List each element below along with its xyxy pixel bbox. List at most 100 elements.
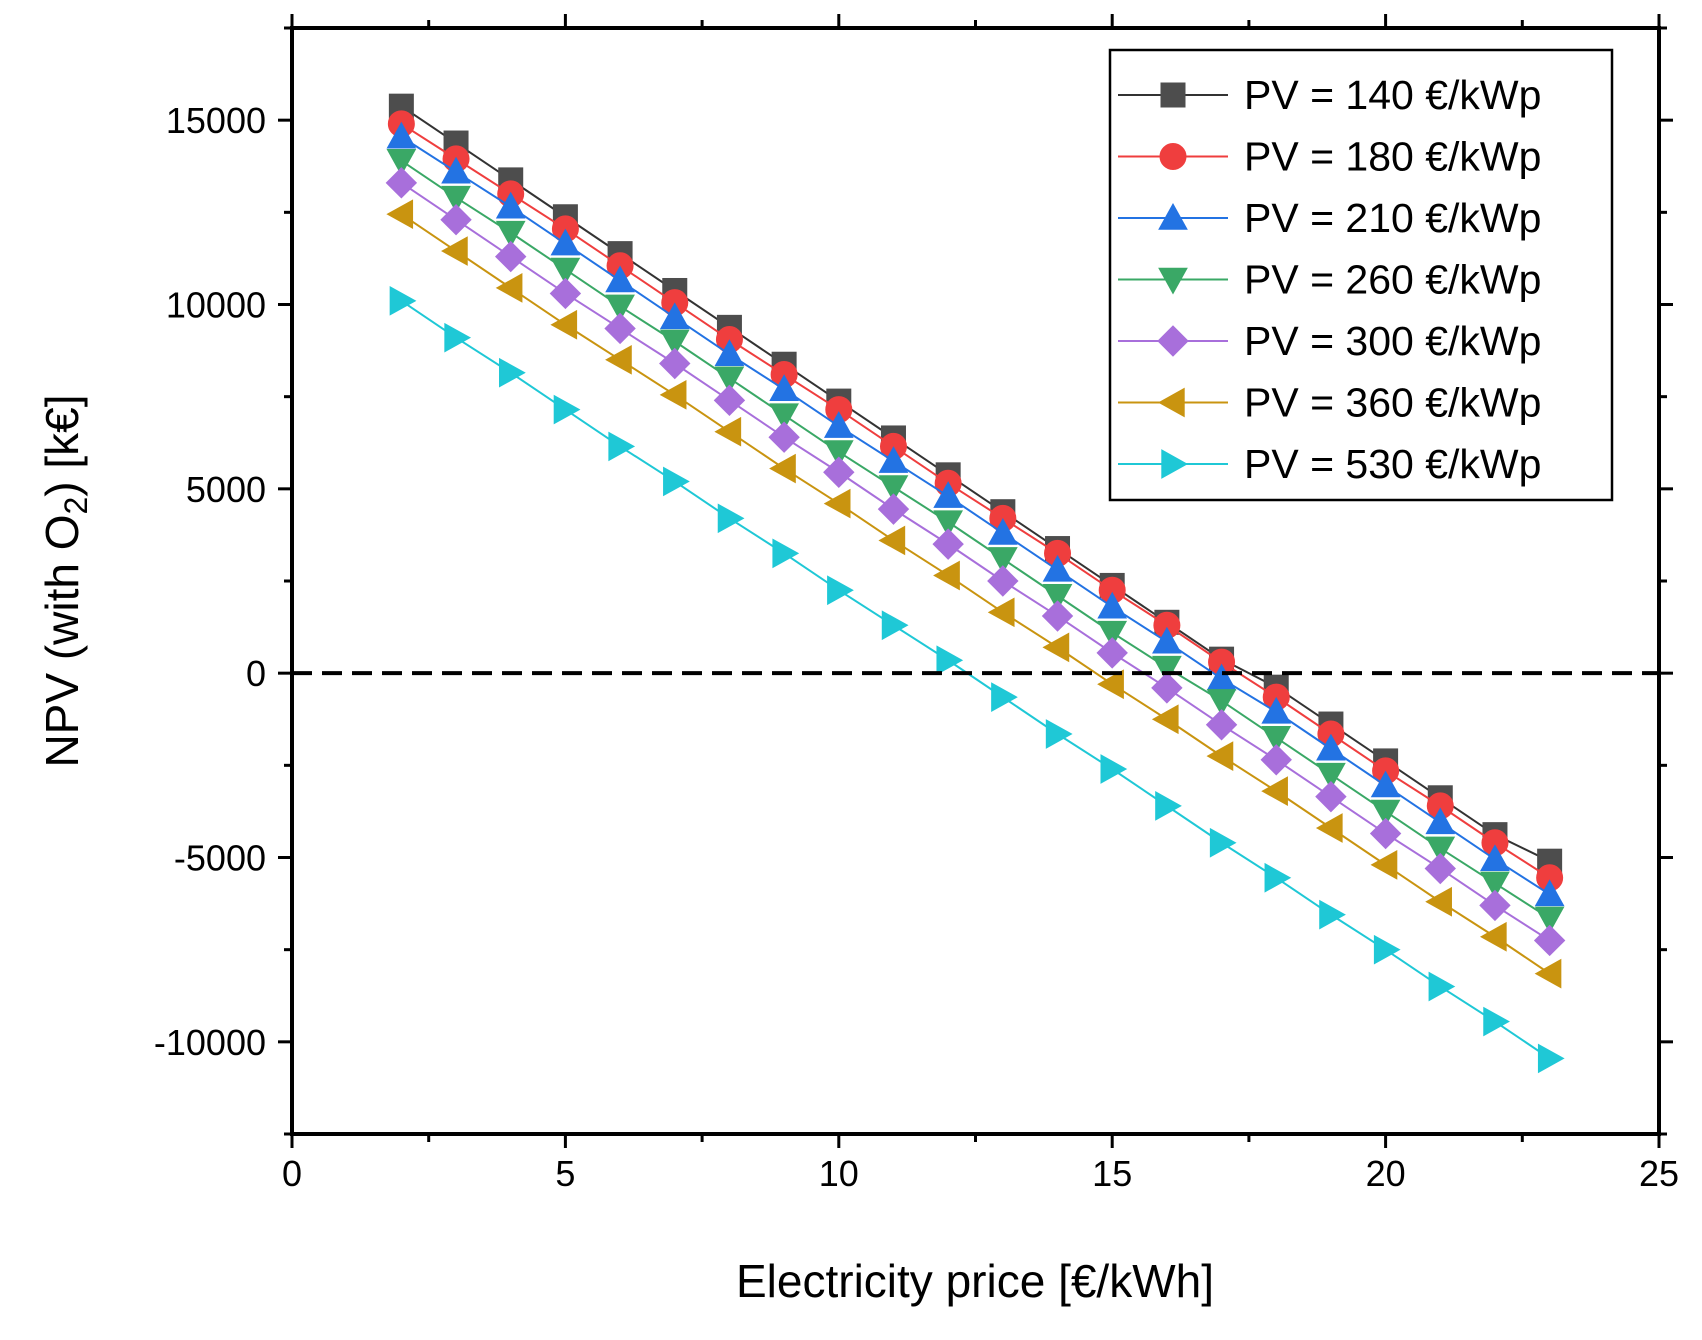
- x-tick-label: 10: [819, 1153, 859, 1194]
- legend-entry-6: PV = 360 €/kWp: [1118, 380, 1541, 426]
- data-point-s7-4: [553, 394, 581, 425]
- data-point-s3-11: [933, 481, 964, 508]
- data-point-s7-8: [772, 538, 800, 569]
- data-point-s4-20: [1425, 836, 1456, 864]
- legend-marker: [1159, 143, 1187, 170]
- data-point-s6-3: [495, 273, 523, 303]
- data-point-s6-12: [987, 597, 1015, 628]
- data-point-s5-20: [1424, 852, 1456, 885]
- data-point-s7-20: [1428, 971, 1456, 1002]
- data-point-s7-11: [936, 645, 964, 676]
- series-5: [385, 167, 1566, 957]
- data-point-s5-14: [1096, 637, 1128, 669]
- legend-entry-2: PV = 180 €/kWp: [1118, 134, 1541, 180]
- legend-label: PV = 140 €/kWp: [1244, 72, 1541, 118]
- data-point-s4-8: [769, 403, 799, 431]
- data-point-s4-15: [1152, 655, 1182, 683]
- legend-marker: [1157, 387, 1185, 418]
- data-point-s5-16: [1205, 709, 1238, 741]
- data-point-s5-21: [1479, 889, 1511, 922]
- legend-label: PV = 530 €/kWp: [1244, 441, 1541, 487]
- data-point-s7-12: [991, 682, 1018, 712]
- legend-entry-1: PV = 140 €/kWp: [1118, 72, 1541, 118]
- x-axis-title: Electricity price [€/kWh]: [736, 1255, 1214, 1307]
- data-point-s7-14: [1100, 754, 1128, 784]
- data-point-s3-10: [878, 446, 909, 473]
- legend-box: [1108, 48, 1614, 502]
- data-point-s5-3: [495, 240, 527, 273]
- data-point-s6-11: [933, 560, 960, 591]
- data-point-s5-6: [659, 347, 691, 380]
- legend-label: PV = 210 €/kWp: [1244, 195, 1541, 241]
- legend-label: PV = 180 €/kWp: [1244, 134, 1541, 180]
- data-point-s6-14: [1097, 669, 1124, 700]
- data-point-s7-6: [663, 466, 690, 497]
- data-point-s7-21: [1483, 1006, 1510, 1037]
- data-point-s7-7: [717, 503, 745, 534]
- legend-label: PV = 360 €/kWp: [1244, 380, 1541, 426]
- y-tick-label: 0: [246, 653, 266, 694]
- data-point-s4-7: [714, 366, 745, 394]
- series-line-5: [400, 182, 1551, 942]
- data-point-s6-2: [441, 236, 468, 266]
- y-tick-label: -10000: [154, 1022, 266, 1063]
- data-point-s4-5: [605, 294, 635, 322]
- y-tick-label: -5000: [174, 838, 266, 879]
- data-point-s3-1: [386, 121, 417, 149]
- data-point-s4-22: [1534, 906, 1565, 934]
- data-point-s6-1: [386, 199, 414, 230]
- data-point-s3-20: [1425, 807, 1456, 835]
- data-point-s3-5: [605, 265, 635, 293]
- data-point-s4-9: [823, 440, 854, 467]
- data-point-s3-22: [1534, 879, 1565, 907]
- legend-marker: [1157, 325, 1189, 357]
- x-tick-label: 5: [555, 1153, 575, 1194]
- data-point-s7-13: [1045, 719, 1073, 749]
- legend-marker: [1160, 82, 1186, 108]
- legend-marker: [1161, 449, 1189, 479]
- legend-entry-5: PV = 300 €/kWp: [1118, 318, 1541, 364]
- data-point-s3-19: [1370, 770, 1401, 798]
- data-point-s4-2: [441, 185, 471, 213]
- data-point-s6-8: [769, 453, 796, 484]
- data-point-s4-11: [933, 510, 964, 538]
- data-point-s4-1: [386, 149, 417, 176]
- data-point-s5-9: [823, 456, 855, 488]
- series-3: [386, 121, 1565, 907]
- y-axis-title: NPV (with O2) [k€]: [36, 394, 94, 767]
- data-point-s4-19: [1370, 799, 1401, 827]
- series-line-2: [400, 123, 1551, 879]
- data-point-s5-12: [987, 565, 1019, 597]
- data-point-s7-3: [499, 357, 526, 388]
- data-point-s4-3: [495, 220, 526, 248]
- data-point-s4-16: [1206, 689, 1237, 716]
- legend: PV = 140 €/kWp PV = 180 €/kWp PV = 210 €/k…: [1108, 48, 1614, 502]
- legend-entry-7: PV = 530 €/kWp: [1118, 441, 1541, 487]
- data-point-s3-18: [1316, 733, 1346, 761]
- data-point-s5-22: [1533, 924, 1566, 957]
- data-point-s3-15: [1152, 626, 1182, 654]
- data-point-s6-15: [1151, 704, 1179, 735]
- data-point-s5-17: [1260, 744, 1292, 776]
- data-point-s5-10: [877, 493, 910, 525]
- y-tick-label: 10000: [166, 285, 266, 326]
- data-point-s6-10: [878, 525, 906, 556]
- data-point-s5-11: [932, 528, 964, 560]
- data-point-s4-10: [878, 475, 909, 503]
- data-point-s3-12: [987, 518, 1018, 545]
- data-point-s7-9: [827, 575, 854, 606]
- y-tick-label: 15000: [166, 100, 266, 141]
- data-point-s7-5: [608, 431, 636, 462]
- data-point-s6-17: [1261, 776, 1288, 806]
- data-point-s3-3: [495, 191, 526, 219]
- data-point-s5-18: [1315, 780, 1347, 813]
- data-point-s3-14: [1097, 591, 1128, 619]
- data-point-s3-8: [769, 374, 799, 401]
- data-point-s5-13: [1041, 600, 1074, 632]
- series-7: [389, 285, 1565, 1074]
- data-point-s5-5: [604, 312, 636, 345]
- data-point-s5-8: [768, 421, 800, 453]
- data-point-s6-19: [1370, 850, 1398, 880]
- x-tick-label: 15: [1092, 1153, 1132, 1194]
- series-4: [386, 149, 1565, 934]
